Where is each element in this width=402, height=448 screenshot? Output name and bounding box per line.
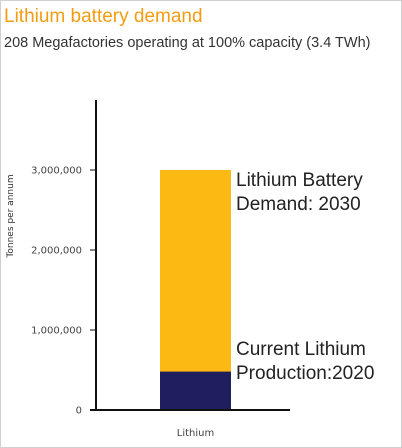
y-tick-label: 3,000,000 — [31, 166, 82, 177]
chart-subtitle: 208 Megafactories operating at 100% capa… — [4, 35, 371, 51]
annotation-line: Current Lithium — [236, 339, 366, 360]
production-annotation: Current Lithium Production:2020 — [236, 339, 374, 384]
x-axis: Lithium — [90, 409, 290, 439]
y-tick-label: 1,000,000 — [31, 326, 82, 337]
annotations: Lithium Battery Demand: 2030 Current Lithi… — [236, 170, 374, 384]
chart-title: Lithium battery demand — [4, 6, 203, 27]
demand-annotation: Lithium Battery Demand: 2030 — [236, 170, 363, 215]
bars — [160, 170, 231, 410]
y-axis: 0 1,000,000 2,000,000 3,000,000 Tonnes per a… — [6, 100, 97, 417]
annotation-line: Demand: 2030 — [236, 194, 361, 215]
x-tick-label: Lithium — [177, 428, 214, 439]
annotation-line: Production:2020 — [236, 363, 374, 384]
annotation-line: Lithium Battery — [236, 170, 363, 191]
y-tick-label: 0 — [76, 406, 82, 417]
y-tick-label: 2,000,000 — [31, 246, 82, 257]
demand-bar — [160, 170, 231, 410]
y-axis-label: Tonnes per annum — [6, 174, 16, 258]
production-bar — [160, 371, 231, 410]
